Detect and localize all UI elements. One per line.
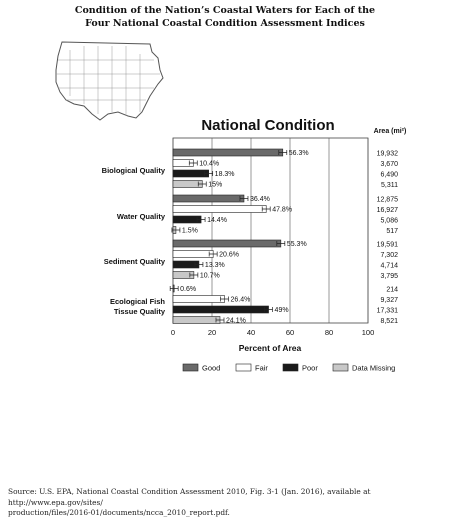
x-tick-label: 20: [208, 328, 216, 337]
bar-data-missing: [173, 181, 202, 188]
group-label: Sediment Quality: [104, 257, 166, 266]
data-label: 10.7%: [200, 273, 220, 280]
data-label: 13.3%: [205, 262, 225, 269]
data-label: 49%: [275, 307, 289, 314]
bar-data-missing: [173, 317, 220, 324]
legend-label: Data Missing: [352, 364, 395, 373]
source-note: Source: U.S. EPA, National Coastal Condi…: [8, 487, 448, 519]
bar-good: [173, 195, 244, 202]
legend-label: Good: [202, 364, 220, 373]
group-label: Tissue Quality: [114, 307, 166, 316]
area-value: 4,714: [380, 263, 398, 270]
bar-good: [173, 240, 281, 247]
area-value: 12,875: [377, 197, 399, 204]
legend-swatch: [236, 364, 251, 371]
x-axis-title: Percent of Area: [239, 343, 302, 353]
area-value: 517: [386, 228, 398, 235]
x-tick-label: 40: [247, 328, 255, 337]
area-value: 19,932: [377, 151, 399, 158]
x-tick-label: 80: [325, 328, 333, 337]
data-label: 14.4%: [207, 217, 227, 224]
bar-fair: [173, 251, 213, 258]
area-value: 16,927: [377, 207, 399, 214]
legend-swatch: [183, 364, 198, 371]
data-label: 10.4%: [199, 161, 219, 168]
area-value: 6,490: [380, 172, 398, 179]
bar-poor: [173, 170, 209, 177]
source-line-1: Source: U.S. EPA, National Coastal Condi…: [8, 487, 448, 508]
bar-poor: [173, 306, 269, 313]
chart: National Condition Area (mi²) 0 20 40 60 80 100…: [102, 117, 407, 373]
area-value: 3,670: [380, 161, 398, 168]
data-label: 0.6%: [180, 286, 196, 293]
legend-label: Poor: [302, 364, 318, 373]
data-label: 56.3%: [289, 150, 309, 157]
area-value: 214: [386, 287, 398, 294]
group-label: Biological Quality: [102, 166, 166, 175]
x-tick-label: 60: [286, 328, 294, 337]
data-label: 55.3%: [287, 241, 307, 248]
area-value: 5,311: [381, 182, 398, 189]
data-label: 20.6%: [219, 252, 239, 259]
data-label: 36.4%: [250, 196, 270, 203]
us-map-icon: [56, 42, 163, 120]
us-map-outline: [56, 42, 163, 120]
area-value: 5,086: [380, 218, 398, 225]
area-value: 3,795: [380, 273, 398, 280]
group-label: Water Quality: [117, 212, 166, 221]
area-value: 8,521: [380, 318, 398, 325]
chart-title: National Condition: [201, 117, 334, 134]
legend-swatch: [283, 364, 298, 371]
data-label: 47.8%: [272, 207, 292, 214]
group-label: Ecological Fish: [110, 297, 165, 306]
bar-fair: [173, 206, 266, 213]
area-value: 9,327: [380, 297, 398, 304]
bar-fair: [173, 296, 224, 303]
x-tick-label: 100: [362, 328, 375, 337]
area-value: 7,302: [380, 252, 398, 259]
source-line-2: production/files/2016-01/documents/ncca_…: [8, 508, 448, 519]
data-label: 26.4%: [230, 297, 250, 304]
data-label: 15%: [208, 182, 222, 189]
data-label: 24.1%: [226, 318, 246, 325]
x-tick-label: 0: [171, 328, 175, 337]
data-label: 18.3%: [215, 171, 235, 178]
area-value: 17,331: [377, 308, 399, 315]
data-label: 1.5%: [182, 228, 198, 235]
legend-swatch: [333, 364, 348, 371]
legend-label: Fair: [255, 364, 268, 373]
bar-good: [173, 149, 283, 156]
area-value: 19,591: [377, 242, 399, 249]
area-column-header: Area (mi²): [374, 128, 407, 135]
